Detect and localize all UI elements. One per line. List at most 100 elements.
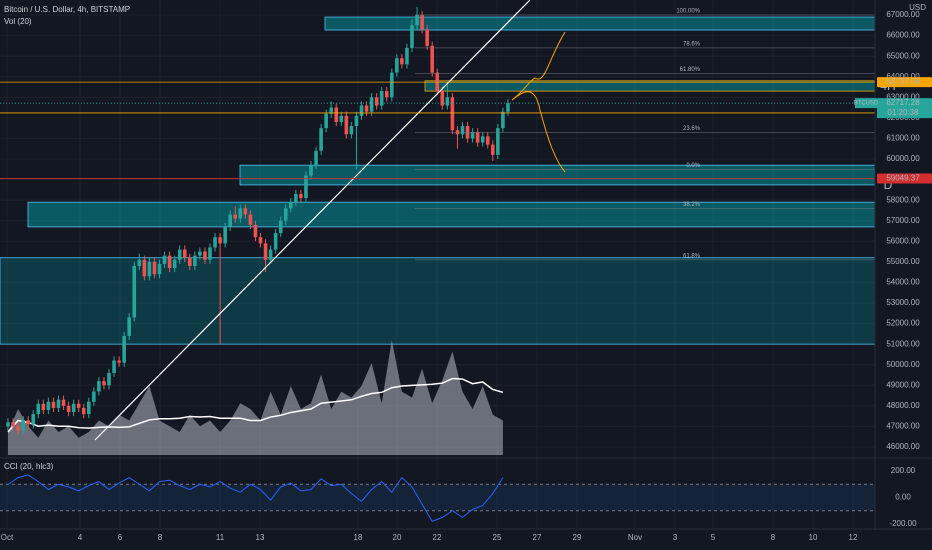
candle-body [228,214,232,227]
candle-body [142,259,147,277]
y-tick-label: 50000.00 [886,360,920,369]
candle-body [71,403,76,413]
candle-body [395,58,399,73]
cci-tick-label: 200.00 [891,466,916,475]
projection-down [511,91,566,173]
candle-body [430,45,434,73]
y-tick-label: 48000.00 [886,401,920,410]
candle-body [61,399,66,406]
candle-body [379,91,384,106]
fib-label: 100.00% [676,9,700,15]
volume-label: Vol (20) [4,17,32,26]
candle-body [278,220,283,234]
candle-body [213,237,217,248]
fib-label: 38.2% [683,202,701,208]
candle-body [339,115,344,122]
x-tick-label: Oct [1,533,14,542]
candle-body [132,265,137,318]
price-badge-label: 63737.56 [886,77,920,86]
y-tick-label: 53000.00 [886,298,920,307]
candle-body [420,15,424,30]
price-badge [877,173,932,184]
y-tick-label: 66000.00 [886,31,920,40]
cci-label: CCI (20, hlc3) [4,462,54,471]
candle-body [147,261,152,277]
x-tick-label: 22 [433,533,442,542]
candle-body [87,401,91,415]
candle-body [238,208,243,219]
candle-body [268,249,273,260]
candle-body [11,422,15,427]
cci-band [0,484,875,511]
candle-body [177,249,182,260]
candle-body [16,426,20,431]
symbol-title: Bitcoin / U.S. Dollar, 4h, BITSTAMP [4,5,130,14]
x-tick-label: 8 [771,533,776,542]
zone [324,16,876,31]
price-badge-label: 59049.37 [886,174,920,183]
y-tick-label: 64000.00 [886,72,920,81]
candle-body [491,144,495,155]
candle-body [223,226,227,244]
candle-body [92,391,96,402]
y-tick-label: 54000.00 [886,278,920,287]
candle-body [283,208,288,221]
last-badge [877,98,932,119]
candle-body [501,111,505,129]
cci-tick-label: 0.00 [895,493,911,502]
candle-body [233,214,238,219]
candle-body [415,15,419,26]
candle-body [258,237,263,244]
x-tick-label: 13 [256,533,265,542]
candle-body [137,259,142,266]
x-tick-label: 18 [354,533,363,542]
candle-body [475,132,480,143]
y-tick-label: 46000.00 [886,442,920,451]
candle-body [304,175,308,199]
price-badge [877,77,932,88]
symbol-label: BTCUSD [854,101,879,107]
fib-label: 78.6% [683,41,701,47]
candle-body [400,58,404,65]
candle-body [167,255,172,269]
y-tick-label: 47000.00 [886,422,920,431]
last-price-label: 62717.28 [886,98,920,107]
projection-up [511,31,566,101]
candle-body [349,126,354,135]
zone [239,164,876,186]
candle-body [31,414,36,425]
x-tick-label: 3 [673,533,678,542]
candle-body [319,128,323,151]
candle-body [354,115,359,127]
candle-body [314,150,318,166]
y-tick-label: 55000.00 [886,257,920,266]
zone [27,201,876,228]
x-tick-label: 10 [809,533,818,542]
candle-body [309,165,313,176]
candle-body [162,255,167,264]
fib-label: 61.8% [683,253,701,259]
fib-label: 61.80% [680,67,701,73]
countdown: 01:20:38 [887,108,919,117]
x-tick-label: 29 [573,533,582,542]
candle-body [470,132,475,139]
candle-body [359,105,364,116]
candle-body [51,401,56,408]
candle-body [289,202,293,209]
x-tick-label: 8 [158,533,163,542]
candle-body [97,381,101,392]
candle-body [496,128,500,155]
candle-body [107,372,111,386]
y-tick-label: 51000.00 [886,339,920,348]
x-tick-label: 5 [711,533,716,542]
x-tick-label: Nov [628,533,642,542]
candle-body [263,243,268,260]
x-tick-label: 25 [493,533,502,542]
candle-body [364,105,369,112]
candle-body [6,422,10,427]
fib-label: 23.6% [683,126,701,132]
candle-body [299,193,303,199]
y-tick-label: 49000.00 [886,380,920,389]
candle-body [26,420,30,425]
x-tick-label: 11 [216,533,225,542]
